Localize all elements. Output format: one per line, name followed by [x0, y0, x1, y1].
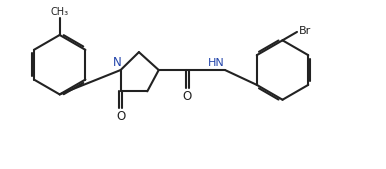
- Text: CH₃: CH₃: [51, 7, 69, 17]
- Text: N: N: [112, 55, 121, 68]
- Text: HN: HN: [208, 58, 225, 68]
- Text: O: O: [183, 90, 192, 103]
- Text: O: O: [116, 110, 125, 123]
- Text: Br: Br: [298, 26, 311, 36]
